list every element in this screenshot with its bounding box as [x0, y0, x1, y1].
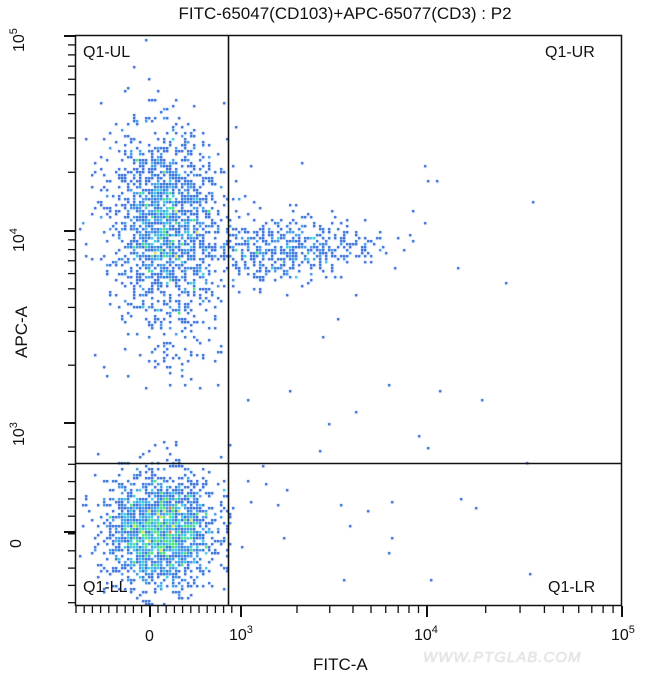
y-axis-label: APC-A	[12, 306, 31, 358]
x-axis-ticks	[75, 606, 623, 617]
y-axis-ticks	[64, 35, 75, 604]
quadrant-label-ll: Q1-LL	[83, 579, 128, 596]
watermark: WWW.PTGLAB.COM	[423, 649, 582, 666]
y-tick-label-1e3: 103	[8, 422, 28, 446]
scatter-plot-area	[76, 36, 622, 606]
y-tick-label-1e4: 104	[8, 228, 28, 252]
y-tick-label-1e5: 105	[8, 28, 28, 52]
quadrant-label-ur: Q1-UR	[545, 44, 595, 61]
quadrant-label-ul: Q1-UL	[83, 44, 131, 61]
y-tick-label-0: 0	[8, 539, 25, 548]
x-axis-label: FITC-A	[313, 655, 368, 674]
x-tick-label-0: 0	[145, 628, 154, 645]
quadrant-label-lr: Q1-LR	[548, 579, 596, 596]
x-tick-label-1e5: 105	[611, 624, 635, 644]
chart-title: FITC-65047(CD103)+APC-65077(CD3) : P2	[178, 4, 512, 23]
x-tick-label-1e4: 104	[414, 624, 438, 644]
x-tick-label-1e3: 103	[229, 624, 253, 644]
